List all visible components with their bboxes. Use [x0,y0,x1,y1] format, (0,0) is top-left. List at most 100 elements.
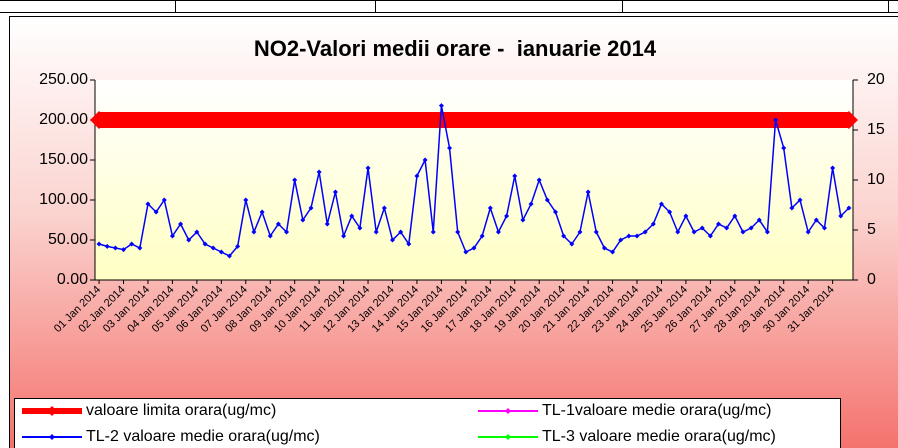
limit-marker [839,111,858,129]
point [821,225,827,231]
legend-label: TL-3 valoare medie orara(ug/mc) [542,428,776,445]
point [553,209,559,215]
y-tick-label: 100.00 [39,191,88,208]
point [365,165,371,171]
point [194,229,200,235]
legend [14,398,841,448]
point [104,243,110,249]
point [349,213,355,219]
point [691,229,697,235]
point [756,217,762,223]
point [675,229,681,235]
point [471,245,477,251]
point [316,169,322,175]
point [520,217,526,223]
point [422,157,428,163]
legend-marker [505,408,511,414]
point [210,245,216,251]
point [813,217,819,223]
point [577,229,583,235]
y-tick-label: 200.00 [39,111,88,128]
point [341,233,347,239]
point [324,221,330,227]
point [830,165,836,171]
point [275,221,281,227]
point [593,229,599,235]
point [300,217,306,223]
point [438,103,444,109]
point [284,229,290,235]
y-tick-label: 50.00 [48,231,88,248]
legend-entries: valoare limita orara(ug/mc) TL-1valoare m… [22,402,776,445]
point [601,245,607,251]
point [650,221,656,227]
point [235,243,241,249]
point [732,213,738,219]
point [357,225,363,231]
point [561,233,567,239]
point [846,205,852,211]
point [569,241,575,247]
point [414,173,420,179]
legend-label: TL-2 valoare medie orara(ug/mc) [86,428,320,445]
legend-marker [47,406,57,416]
point [716,221,722,227]
y-tick-label: 250.00 [39,71,88,88]
point [381,205,387,211]
point [512,173,518,179]
point [773,117,779,123]
point [398,229,404,235]
y-tick-label: 150.00 [39,151,88,168]
point [259,209,265,215]
point [202,241,208,247]
point [781,145,787,151]
point [308,205,314,211]
point [724,225,730,231]
point [658,201,664,207]
point [463,249,469,255]
chart-title: NO2-Valori medii orare - ianuarie 2014 [254,36,657,61]
point [153,209,159,215]
point [764,229,770,235]
point [373,229,379,235]
point [389,237,395,243]
point [618,237,624,243]
point [667,209,673,215]
point [332,189,338,195]
point [536,177,542,183]
point [544,197,550,203]
point [683,213,689,219]
point [699,225,705,231]
point [406,241,412,247]
point [430,229,436,235]
point [838,213,844,219]
point [805,229,811,235]
point [707,233,713,239]
point [267,233,273,239]
point [748,225,754,231]
point [137,245,143,251]
point [610,249,616,255]
point [169,233,175,239]
point [129,241,135,247]
y2-tick-label: 5 [867,221,876,238]
point [292,177,298,183]
point [642,229,648,235]
point [585,189,591,195]
point [504,213,510,219]
point [226,253,232,259]
y-tick-label: 0.00 [57,271,88,288]
point [243,197,249,203]
top-table [0,0,898,13]
point [495,229,501,235]
point [121,247,127,253]
point [479,233,485,239]
point [634,233,640,239]
point [218,249,224,255]
point [740,229,746,235]
point [789,205,795,211]
point [186,237,192,243]
point [797,197,803,203]
y2-tick-label: 20 [867,71,885,88]
